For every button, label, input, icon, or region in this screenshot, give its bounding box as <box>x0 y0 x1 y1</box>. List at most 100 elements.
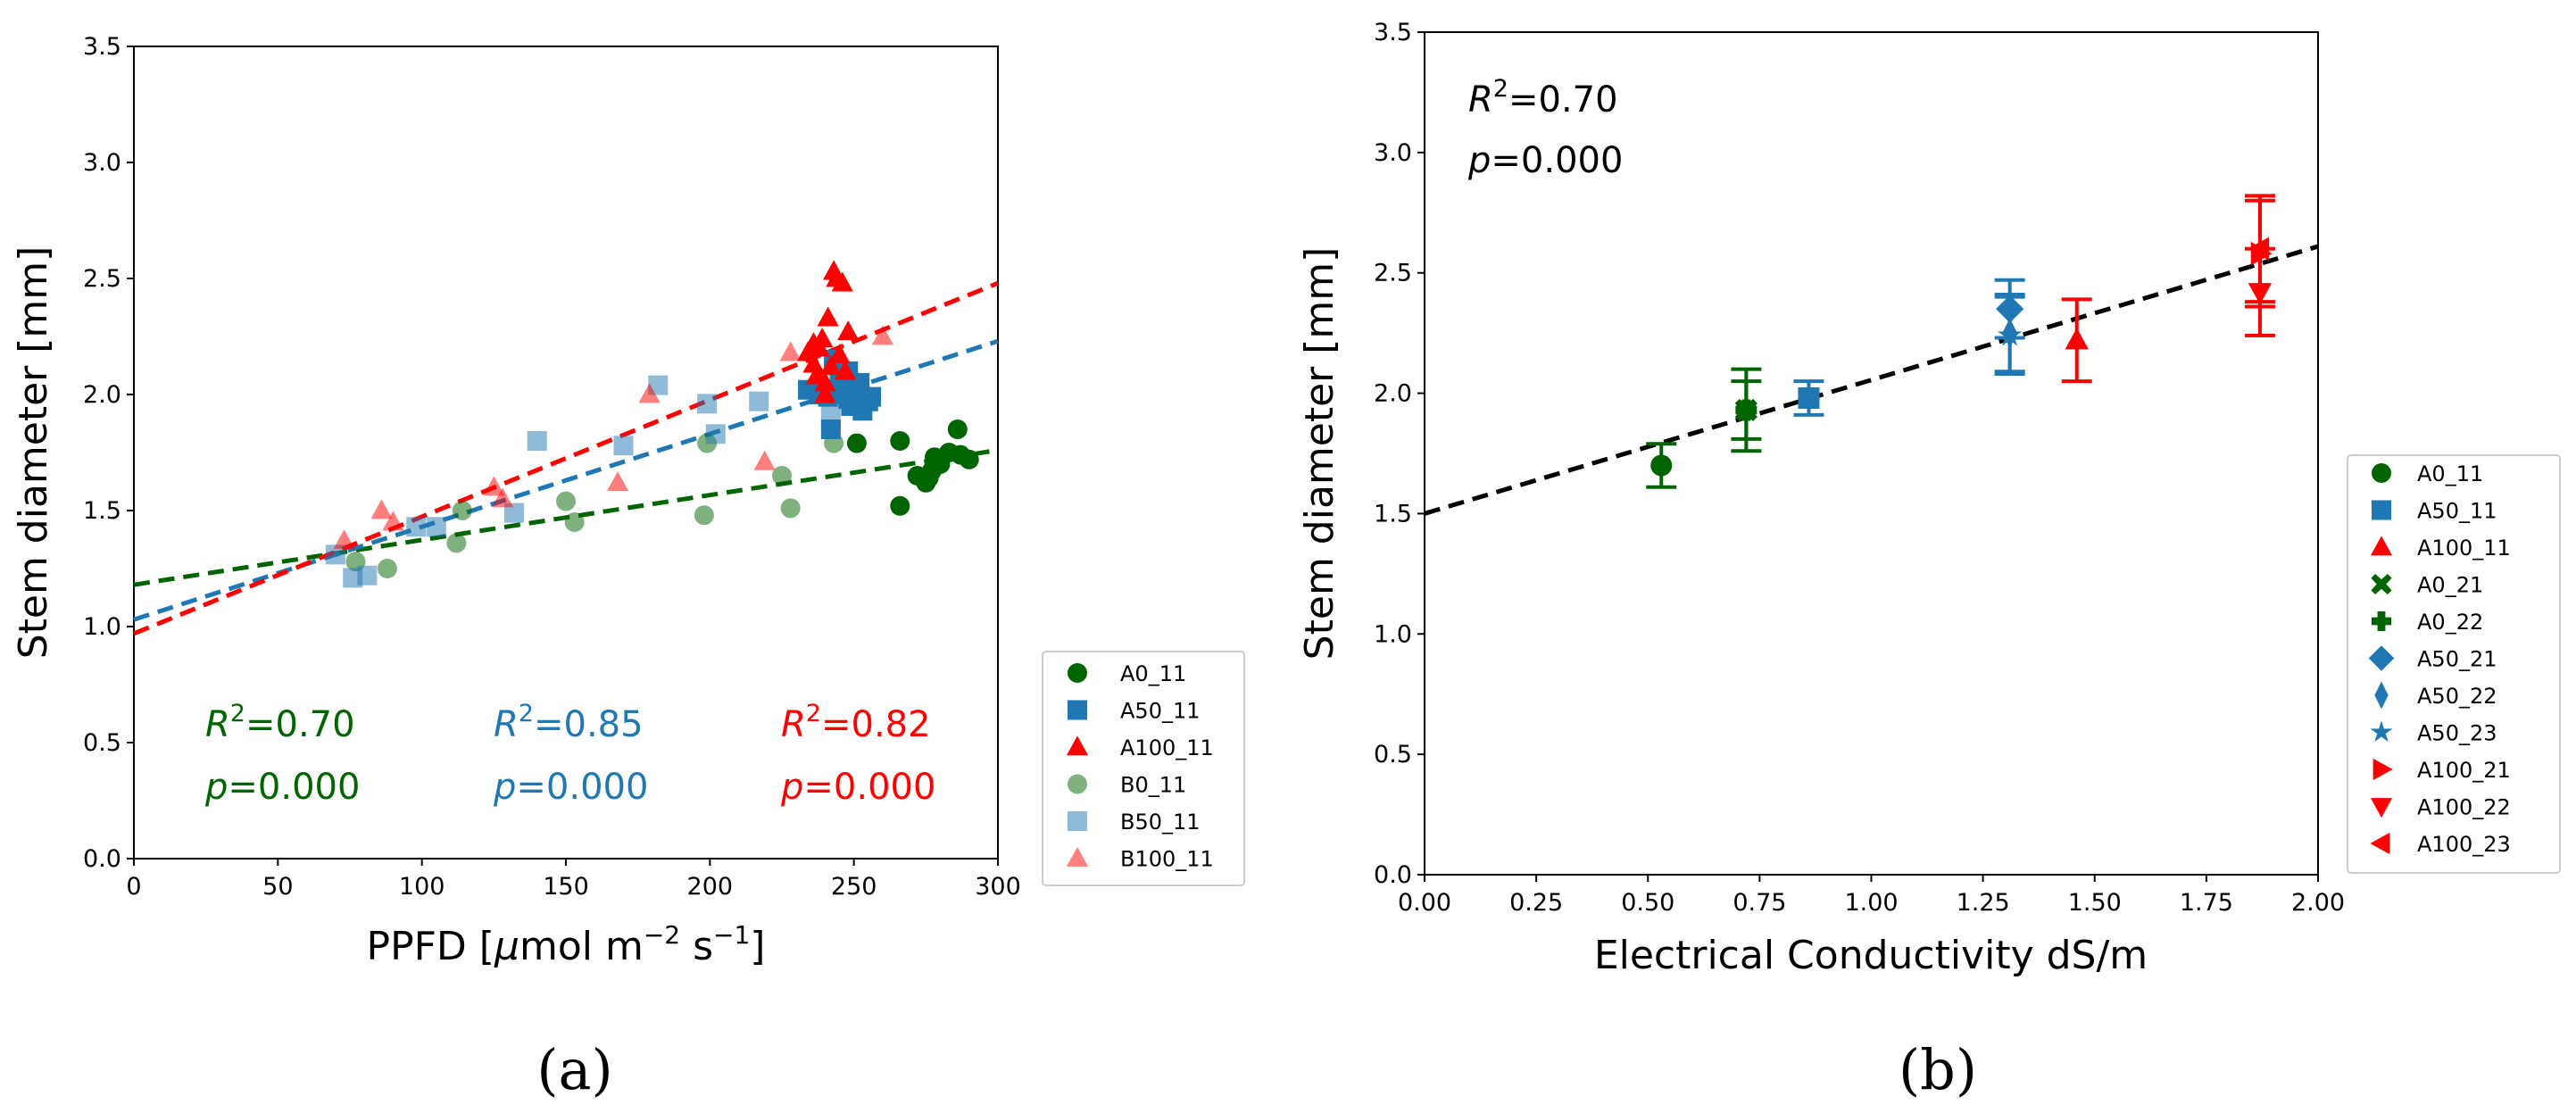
legend-marker-a0-11 <box>2372 463 2391 483</box>
data-point-b100-11 <box>779 341 802 361</box>
x-tick-label: 1.25 <box>1957 889 2010 917</box>
chart-b-legend-frame <box>2347 454 2561 874</box>
data-point-b0-11 <box>446 533 467 553</box>
p-annotation: p=0.000 <box>204 767 360 808</box>
legend-marker-a50-11 <box>1068 700 1087 720</box>
data-point-b0-11 <box>772 466 792 486</box>
legend-label: A50_11 <box>1120 699 1201 724</box>
x-tick-label: 100 <box>399 873 445 901</box>
legend-label: B100_11 <box>1120 847 1214 872</box>
r2-annotation: R2=0.85 <box>494 700 644 745</box>
y-tick-label: 2.5 <box>1374 260 1412 287</box>
legend-label: A100_21 <box>2417 758 2511 783</box>
x-tick-label: 2.00 <box>2291 889 2345 917</box>
legend-label: A0_11 <box>2417 461 2483 486</box>
y-tick-label: 2.0 <box>83 381 121 409</box>
data-point-a0-11 <box>890 431 910 451</box>
legend-marker-a100-21 <box>2372 758 2393 781</box>
trend-line <box>1424 244 2319 516</box>
chart-b-p-annotation: p=0.000 <box>1467 140 1623 181</box>
r2-annotation: R2=0.70 <box>205 700 355 745</box>
panel-label-b: (b) <box>1899 1037 1977 1102</box>
x-tick-label: 1.50 <box>2068 889 2122 917</box>
chart-b-y-axis-title: Stem diameter [mm] <box>1297 247 1342 660</box>
data-point-b50-11 <box>426 517 446 537</box>
r2-annotation: R2=0.82 <box>781 700 931 745</box>
legend-label: A50_11 <box>2417 499 2497 524</box>
chart-a-legend: A0_11 A50_11 A100_11 B0_11 B50_11 B100_11 <box>1042 651 1245 886</box>
data-point-b0-11 <box>556 491 576 511</box>
legend-label: A0_11 <box>1120 661 1186 686</box>
legend-marker-a100-23 <box>2370 832 2390 855</box>
legend-label: A50_23 <box>2417 721 2497 746</box>
data-point-a0-11 <box>846 433 867 453</box>
x-tick-label: 250 <box>831 873 877 901</box>
data-point-b0-11 <box>564 512 585 532</box>
data-point-b50-11 <box>697 394 718 414</box>
x-tick-label: 50 <box>262 873 293 901</box>
data-point-a100-23 <box>2248 237 2270 261</box>
data-point-b50-11 <box>527 431 547 451</box>
data-point-a50-23 <box>1997 322 2023 346</box>
x-tick-label: 1.75 <box>2180 889 2233 917</box>
data-point-b0-11 <box>780 498 801 519</box>
data-point-a50-11 <box>858 391 878 411</box>
data-point-a100-11 <box>814 371 836 392</box>
y-tick-label: 0.5 <box>83 729 121 757</box>
data-point-b0-11 <box>377 559 397 578</box>
chart-b-plot-area <box>1424 31 2319 876</box>
legend-marker-a50-11 <box>2372 500 2391 520</box>
legend-marker-a100-11 <box>2370 536 2393 556</box>
y-tick-label: 1.5 <box>1374 500 1412 527</box>
y-tick-label: 3.0 <box>1374 139 1412 167</box>
x-tick-label: 1.00 <box>1844 889 1898 917</box>
x-tick-label: 0.00 <box>1398 889 1451 917</box>
legend-marker-b50-11 <box>1068 811 1087 831</box>
p-annotation: p=0.000 <box>780 767 935 808</box>
x-tick-label: 0.50 <box>1621 889 1674 917</box>
x-tick-label: 0.75 <box>1733 889 1786 917</box>
x-tick-label: 200 <box>687 873 734 901</box>
data-point-a100-11 <box>831 271 853 292</box>
data-point-a50-11 <box>820 419 841 439</box>
legend-marker-a0-21 <box>2371 573 2392 595</box>
data-point-a100-11 <box>817 306 839 327</box>
legend-marker-a50-23 <box>2370 720 2393 743</box>
data-point-a100-11 <box>2065 328 2089 350</box>
legend-marker-a0-22 <box>2372 611 2391 631</box>
legend-label: A100_22 <box>2417 795 2511 820</box>
y-tick-label: 0.5 <box>1374 741 1412 768</box>
data-point-b50-11 <box>613 436 634 456</box>
data-point-a50-11 <box>1798 386 1820 409</box>
legend-marker-a0-11 <box>1068 663 1087 683</box>
data-point-a100-11 <box>834 360 857 380</box>
data-point-a100-11 <box>819 355 842 376</box>
y-tick-label: 0.0 <box>83 845 121 873</box>
data-point-b100-11 <box>606 471 629 492</box>
data-point-b100-11 <box>370 499 393 519</box>
data-point-b100-11 <box>483 476 505 496</box>
y-tick-label: 1.0 <box>83 613 121 641</box>
y-tick-label: 1.0 <box>1374 620 1412 648</box>
data-point-a0-22 <box>1735 399 1757 421</box>
data-point-a100-11 <box>811 327 834 347</box>
data-point-b50-11 <box>357 565 378 586</box>
data-point-a0-11 <box>918 468 939 488</box>
panel-label-a: (a) <box>536 1037 612 1102</box>
chart-b-r2-annotation: R2=0.70 <box>1468 75 1618 120</box>
legend-label: A100_11 <box>1120 735 1214 760</box>
data-point-b0-11 <box>452 501 472 520</box>
legend-marker-a50-21 <box>2368 645 2395 671</box>
legend-label: B50_11 <box>1120 810 1201 835</box>
legend-marker-a100-22 <box>2370 798 2393 818</box>
data-point-b50-11 <box>406 517 427 537</box>
data-point-b50-11 <box>749 391 769 411</box>
data-point-a100-11 <box>837 320 860 341</box>
data-point-b100-11 <box>871 325 894 345</box>
data-point-a100-11 <box>802 353 825 373</box>
legend-label: A100_11 <box>2417 536 2511 561</box>
chart-a: 0.0 0.5 1.0 1.5 2.0 2.5 3.0 3.5 0 50 100 150 200 250 3… <box>11 33 1245 1102</box>
chart-a-y-axis-title: Stem diameter [mm] <box>11 246 56 660</box>
data-point-b50-11 <box>325 544 345 565</box>
